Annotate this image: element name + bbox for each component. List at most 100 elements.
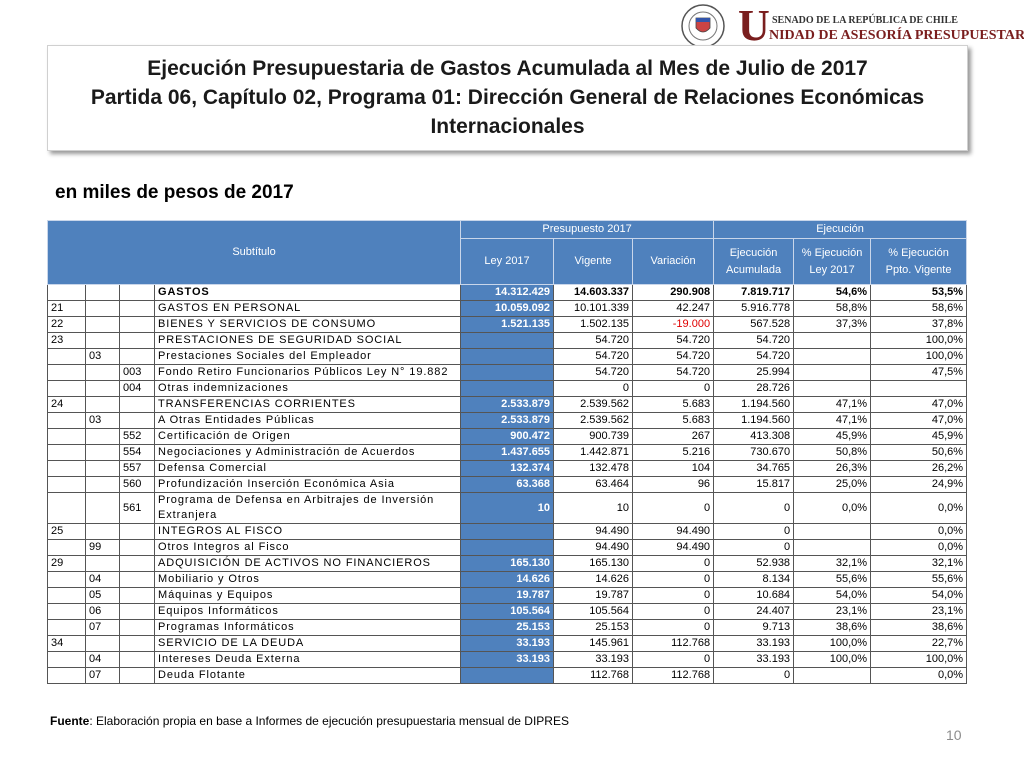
cell: 2.533.879 <box>460 396 555 413</box>
page-number: 10 <box>946 727 962 743</box>
cell: Otras indemnizaciones <box>153 380 462 397</box>
cell <box>85 444 120 461</box>
source-label: Fuente <box>50 714 90 728</box>
cell: Deuda Flotante <box>153 667 462 684</box>
cell: Mobiliario y Otros <box>153 571 462 588</box>
cell: 132.478 <box>553 460 634 477</box>
cell: 53,5% <box>870 284 968 301</box>
cell: 004 <box>119 380 155 397</box>
cell <box>85 635 120 652</box>
cell: 0,0% <box>870 523 968 540</box>
cell <box>119 523 155 540</box>
cell: 04 <box>85 571 120 588</box>
cell: 104 <box>632 460 715 477</box>
table-row: 05 Máquinas y Equipos 19.787 19.787 0 10.684 5… <box>47 587 968 604</box>
table-body: GASTOS 14.312.429 14.603.337 290.908 7.819.7… <box>47 284 968 684</box>
cell <box>119 284 155 301</box>
cell <box>85 316 120 333</box>
cell: 03 <box>85 412 120 429</box>
cell: 0 <box>713 523 795 540</box>
cell: 100,0% <box>870 332 968 349</box>
cell: GASTOS EN PERSONAL <box>153 300 462 317</box>
cell: 0 <box>632 603 715 620</box>
cell <box>47 539 86 556</box>
cell: 52.938 <box>713 555 795 572</box>
table-row: GASTOS 14.312.429 14.603.337 290.908 7.819.7… <box>47 284 968 301</box>
cell: GASTOS <box>153 284 462 301</box>
cell: 19.787 <box>460 587 555 604</box>
column-header: Variación <box>632 238 715 285</box>
cell: Equipos Informáticos <box>153 603 462 620</box>
cell: 22 <box>47 316 86 333</box>
table-row: 003 Fondo Retiro Funcionarios Públicos Le… <box>47 364 968 381</box>
cell: 03 <box>85 348 120 365</box>
cell: 552 <box>119 428 155 445</box>
cell: 0 <box>713 492 795 524</box>
cell <box>870 380 968 397</box>
cell: 14.603.337 <box>553 284 634 301</box>
cell: 10 <box>553 492 634 524</box>
logo: U SENADO DE LA REPÚBLICA DE CHILE NIDAD … <box>672 1 1024 50</box>
cell: 29 <box>47 555 86 572</box>
cell: 0 <box>632 571 715 588</box>
cell <box>85 523 120 540</box>
cell: 730.670 <box>713 444 795 461</box>
table-row: 25 INTEGROS AL FISCO 94.490 94.490 0 0,0% <box>47 523 968 540</box>
title: Ejecución Presupuestaria de Gastos Acumu… <box>48 46 967 141</box>
cell: 25 <box>47 523 86 540</box>
cell: 37,8% <box>870 316 968 333</box>
cell <box>85 428 120 445</box>
cell: Negociaciones y Administración de Acuerd… <box>153 444 462 461</box>
table-head: Subtítulo Presupuesto 2017 Ejecución Ley 20… <box>46 220 968 285</box>
cell <box>85 380 120 397</box>
cell: 54.720 <box>713 332 795 349</box>
cell: 0,0% <box>870 492 968 524</box>
table-row: 24 TRANSFERENCIAS CORRIENTES 2.533.879 2.53… <box>47 396 968 413</box>
cell: 567.528 <box>713 316 795 333</box>
cell: Fondo Retiro Funcionarios Públicos Ley N… <box>153 364 462 381</box>
cell: 50,8% <box>793 444 872 461</box>
cell: 25,0% <box>793 476 872 493</box>
logo-letter: U <box>738 1 770 50</box>
table-row: 29 ADQUISICIÓN DE ACTIVOS NO FINANCIEROS 1… <box>47 555 968 572</box>
cell: 112.768 <box>632 635 715 652</box>
group-header: Ejecución <box>713 220 968 239</box>
cell: 900.472 <box>460 428 555 445</box>
cell: 900.739 <box>553 428 634 445</box>
cell: Defensa Comercial <box>153 460 462 477</box>
cell: 557 <box>119 460 155 477</box>
cell: ADQUISICIÓN DE ACTIVOS NO FINANCIEROS <box>153 555 462 572</box>
cell: 54.720 <box>713 348 795 365</box>
cell: 94.490 <box>632 539 715 556</box>
source-text: : Elaboración propia en base a Informes … <box>89 714 569 728</box>
cell: 50,6% <box>870 444 968 461</box>
cell <box>793 539 872 556</box>
cell <box>47 364 86 381</box>
subtitle: en miles de pesos de 2017 <box>55 182 294 203</box>
cell: 5.216 <box>632 444 715 461</box>
column-header: Ley 2017 <box>460 238 555 285</box>
cell: 5.916.778 <box>713 300 795 317</box>
cell: 10.059.092 <box>460 300 555 317</box>
table-row: 04 Intereses Deuda Externa 33.193 33.193 0 33… <box>47 651 968 668</box>
cell <box>85 492 120 524</box>
cell <box>47 460 86 477</box>
column-header: % Ejecución Ley 2017 <box>793 238 872 285</box>
cell: 10 <box>460 492 555 524</box>
table-row: 560 Profundización Inserción Económica As… <box>47 476 968 493</box>
cell: Intereses Deuda Externa <box>153 651 462 668</box>
cell: 63.464 <box>553 476 634 493</box>
cell <box>47 428 86 445</box>
table-row: 004 Otras indemnizaciones 0 0 28.726 <box>47 380 968 397</box>
cell: 100,0% <box>793 651 872 668</box>
cell: 45,9% <box>870 428 968 445</box>
cell <box>85 284 120 301</box>
cell <box>793 364 872 381</box>
cell: 14.312.429 <box>460 284 555 301</box>
cell: 26,3% <box>793 460 872 477</box>
cell: 24.407 <box>713 603 795 620</box>
cell: 100,0% <box>870 348 968 365</box>
cell <box>119 396 155 413</box>
cell: 22,7% <box>870 635 968 652</box>
